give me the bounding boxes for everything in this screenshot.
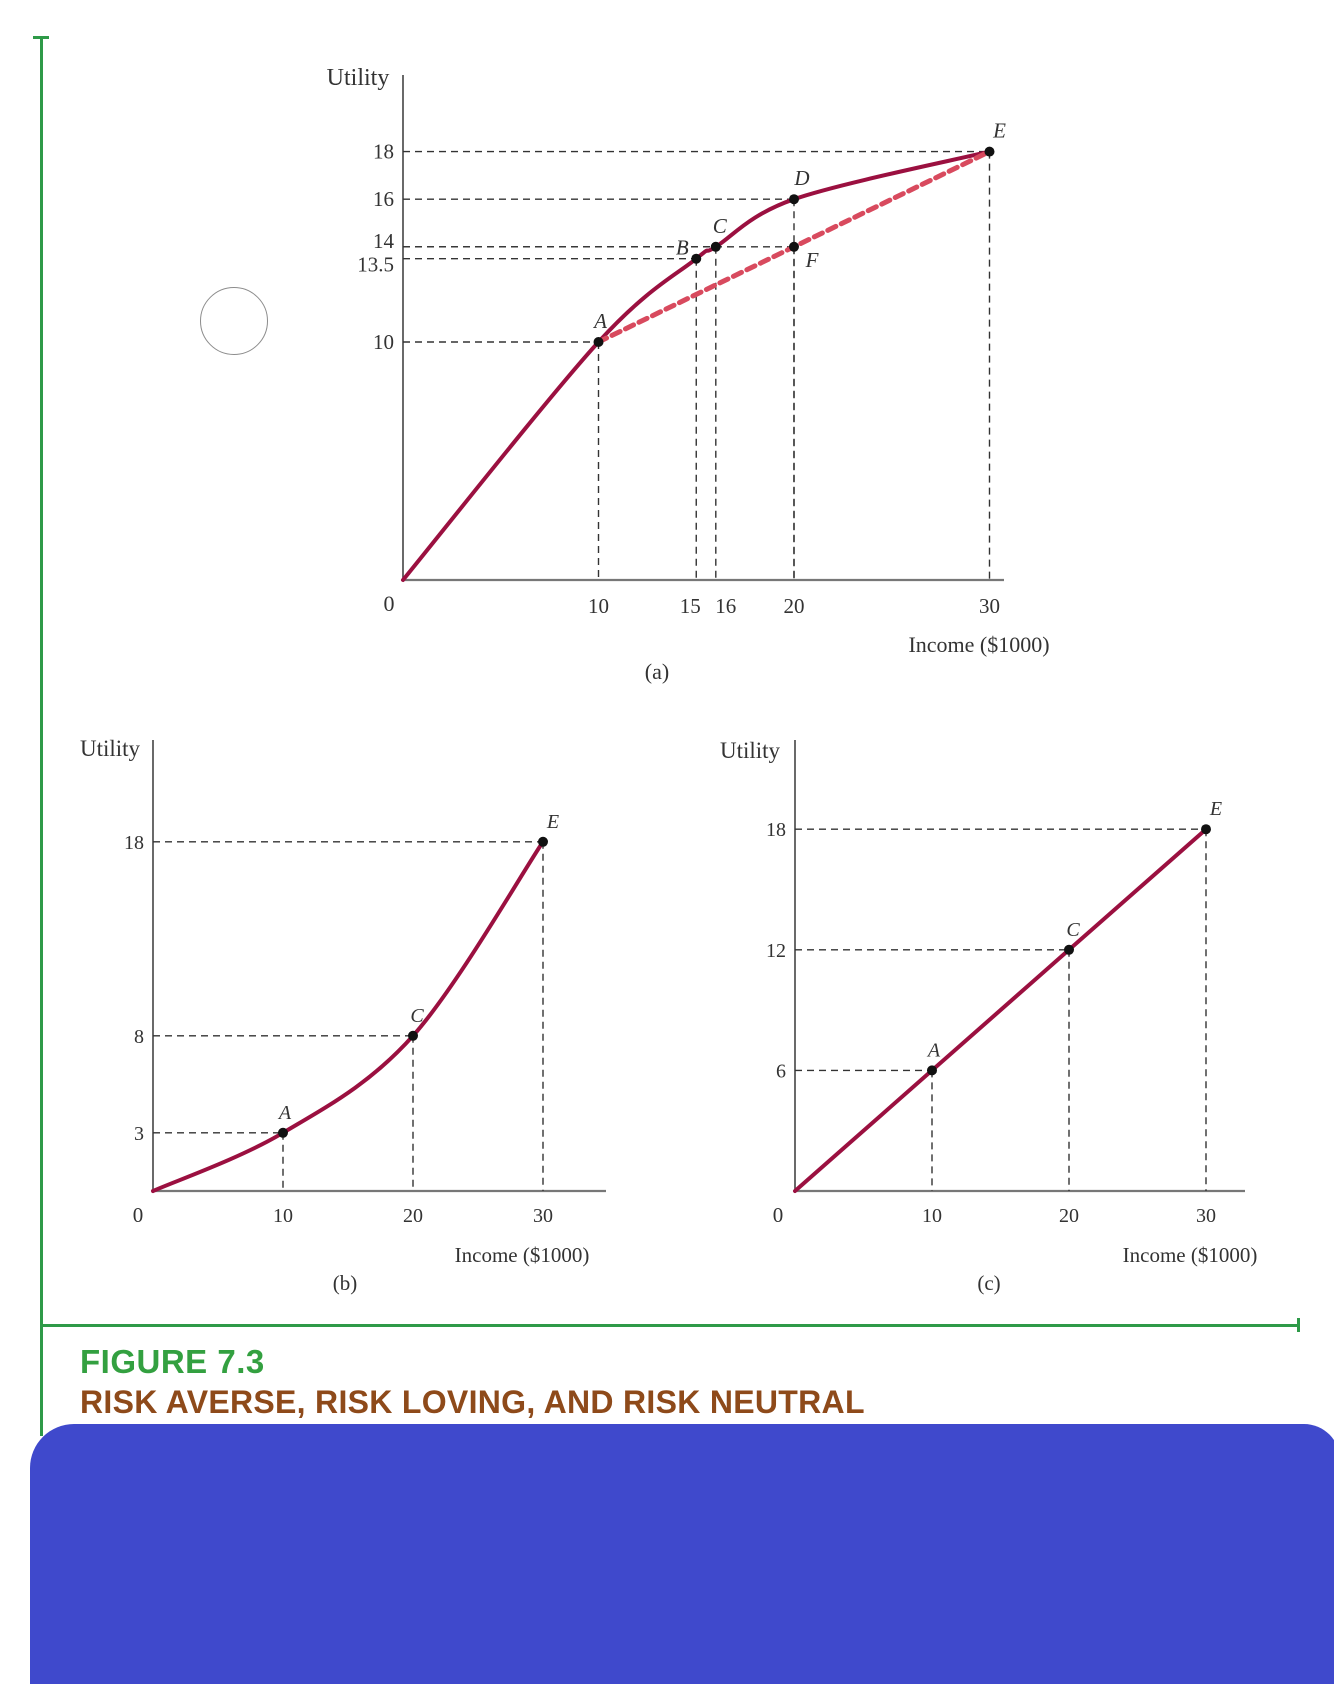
chart-a-x-tick-16: 16 (715, 594, 736, 618)
chart-a-y-axis-label: Utility (327, 65, 390, 91)
frame-horizontal-rule (40, 1324, 1300, 1327)
chart-b-x-axis-label: Income ($1000) (455, 1243, 590, 1267)
chart-c-y-axis-label: Utility (720, 738, 781, 763)
chart-c-y-tick-18: 18 (766, 819, 786, 841)
chart-b-point-label-c: C (410, 1005, 424, 1027)
chart-a-x-tick-15: 15 (680, 594, 701, 618)
chart-a-point-label-b: B (676, 236, 689, 260)
chart-c-panel-label: (c) (977, 1271, 1000, 1295)
chart-a-x-tick-10: 10 (588, 594, 609, 618)
chart-c-series-0-curve (793, 827, 1208, 1193)
chart-a-point-label-f: F (805, 248, 819, 272)
chart-a-panel-label: (a) (645, 659, 669, 684)
chart-c-point-e (1201, 824, 1211, 835)
chart-c-x-tick-30: 30 (1196, 1205, 1216, 1227)
chart-a-origin-label: 0 (384, 591, 395, 616)
figure-label: FIGURE 7.3 (80, 1343, 265, 1380)
chart-b-point-label-a: A (277, 1102, 292, 1124)
chart-c-y-tick-6: 6 (776, 1060, 786, 1082)
chart-b-point-a (278, 1127, 288, 1138)
chart-a-point-label-a: A (592, 309, 607, 333)
chart-c-point-label-a: A (926, 1039, 941, 1061)
annotation-circle-mark (200, 287, 268, 355)
chart-b-y-tick-3: 3 (134, 1123, 144, 1145)
chart-a-point-label-e: E (992, 119, 1006, 143)
chart-a-x-tick-20: 20 (784, 594, 805, 618)
chart-a-point-label-c: C (713, 214, 728, 238)
chart-b-point-label-e: E (546, 811, 559, 833)
chart-b-panel-label: (b) (333, 1271, 358, 1295)
chart-a-y-tick-13-5: 13.5 (357, 253, 394, 277)
chart-b-series-0-curve (151, 839, 545, 1193)
chart-b-x-tick-20: 20 (403, 1205, 423, 1227)
chart-c-point-c (1064, 944, 1074, 955)
chart-c-origin-label: 0 (773, 1203, 784, 1227)
chart-c-x-tick-10: 10 (922, 1205, 942, 1227)
chart-a-point-a (593, 337, 604, 347)
chart-c-point-a (927, 1065, 937, 1076)
chart-a-point-label-d: D (793, 166, 809, 190)
chart-a-x-axis-label: Income ($1000) (908, 632, 1049, 657)
chart-b-y-tick-8: 8 (134, 1026, 144, 1048)
chart-c-x-tick-20: 20 (1059, 1205, 1079, 1227)
chart-c-point-label-e: E (1209, 798, 1222, 820)
chart-b-point-e (538, 836, 548, 847)
chart-a-point-d (789, 194, 799, 205)
chart-a-point-e (984, 146, 995, 157)
redaction-scribble (30, 1424, 1334, 1684)
chart-b-point-c (408, 1030, 418, 1041)
chart-a-y-tick-18: 18 (373, 140, 394, 164)
chart-a-series-0-curve (401, 149, 992, 582)
figure-title: RISK AVERSE, RISK LOVING, AND RISK NEUTR… (80, 1384, 865, 1420)
frame-vertical-cap (33, 36, 49, 39)
chart-c-x-axis-label: Income ($1000) (1123, 1243, 1258, 1267)
chart-a-y-tick-10: 10 (373, 330, 394, 354)
frame-horizontal-cap (1297, 1318, 1300, 1332)
chart-b-x-tick-30: 30 (533, 1205, 553, 1227)
frame-vertical-rule (40, 36, 43, 1436)
chart-a-x-tick-30: 30 (979, 594, 1000, 618)
chart-a-point-c (710, 241, 721, 252)
chart-a-y-tick-14: 14 (373, 229, 395, 253)
chart-c-y-tick-12: 12 (766, 940, 786, 962)
chart-b-x-tick-10: 10 (273, 1205, 293, 1227)
chart-a-point-b (691, 253, 702, 264)
chart-b-y-tick-18: 18 (124, 832, 144, 854)
chart-b-y-axis-label: Utility (80, 736, 141, 761)
chart-c-point-label-c: C (1066, 919, 1080, 941)
chart-b-origin-label: 0 (133, 1203, 144, 1227)
chart-a-point-f (789, 241, 799, 252)
chart-a-y-tick-16: 16 (373, 187, 394, 211)
